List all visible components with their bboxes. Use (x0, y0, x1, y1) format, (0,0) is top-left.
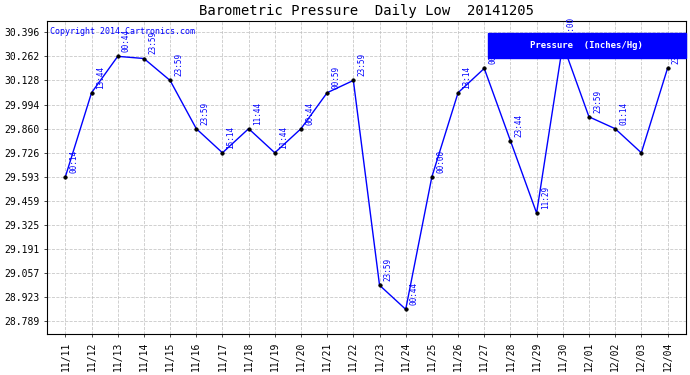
Text: Copyright 2014 Cartronics.com: Copyright 2014 Cartronics.com (50, 27, 195, 36)
Text: Pressure  (Inches/Hg): Pressure (Inches/Hg) (531, 41, 643, 50)
Text: 00:44: 00:44 (305, 101, 314, 124)
Text: 23:59: 23:59 (200, 101, 210, 124)
Text: 23:59: 23:59 (357, 53, 366, 76)
Text: 00:00: 00:00 (567, 17, 576, 40)
FancyBboxPatch shape (488, 33, 686, 58)
Text: 11:44: 11:44 (279, 126, 288, 148)
Text: 00:00: 00:00 (489, 41, 497, 64)
Text: 23:44: 23:44 (515, 114, 524, 136)
Text: 23:59: 23:59 (384, 258, 393, 281)
Text: 11:44: 11:44 (253, 101, 262, 124)
Text: 00:14: 00:14 (70, 150, 79, 172)
Title: Barometric Pressure  Daily Low  20141205: Barometric Pressure Daily Low 20141205 (199, 4, 534, 18)
Text: 01:14: 01:14 (620, 101, 629, 124)
Text: 00:44: 00:44 (122, 29, 131, 52)
Text: 23:59: 23:59 (148, 31, 157, 54)
Text: 13:14: 13:14 (462, 65, 471, 88)
Text: 11:29: 11:29 (541, 186, 550, 209)
Text: 23:59: 23:59 (593, 90, 602, 112)
Text: 23:59: 23:59 (175, 53, 184, 76)
Text: 00:59: 00:59 (331, 65, 340, 88)
Text: 13:44: 13:44 (96, 65, 105, 88)
Text: 23:44: 23:44 (671, 41, 680, 64)
Text: 00:00: 00:00 (436, 150, 445, 172)
Text: 15:14: 15:14 (226, 126, 235, 148)
Text: 00:44: 00:44 (410, 282, 419, 305)
